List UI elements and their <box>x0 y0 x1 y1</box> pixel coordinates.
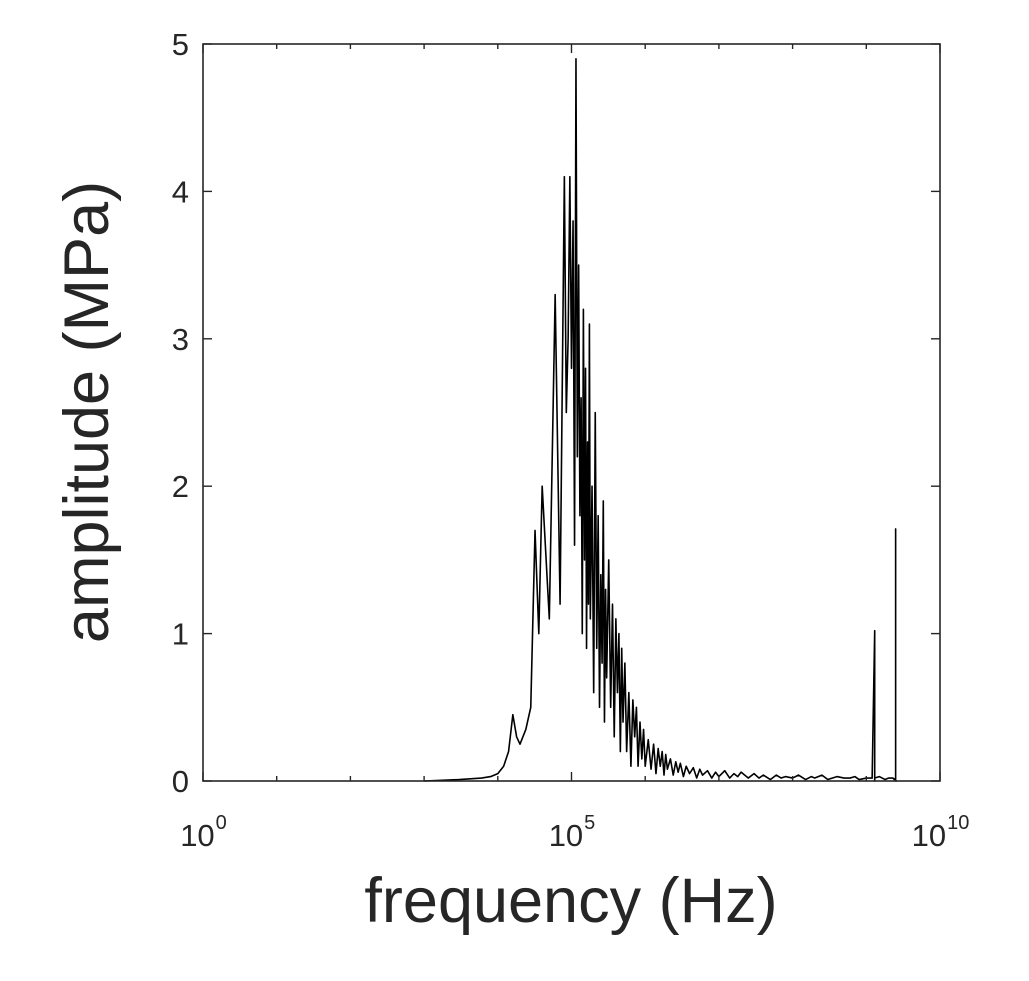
x-tick-label-exponent: 5 <box>584 812 595 834</box>
series-line-layer <box>424 57 897 782</box>
x-tick-label: 10 5 <box>549 812 596 853</box>
x-tick-label-exponent: 0 <box>216 812 227 834</box>
x-axis-label: frequency (Hz) <box>364 866 777 936</box>
x-tick-label: 10 10 <box>912 812 970 853</box>
y-tick-label: 3 <box>172 322 189 357</box>
y-tick-label: 0 <box>172 764 189 799</box>
y-tick-label: 4 <box>172 174 189 209</box>
y-tick-label: 2 <box>172 469 189 504</box>
x-tick-label-base: 10 <box>180 818 214 853</box>
x-tick-labels: 10 0 10 5 10 10 <box>180 812 969 853</box>
tick-marks <box>202 43 941 782</box>
x-tick-label-base: 10 <box>549 818 583 853</box>
series-line-0 <box>424 57 897 782</box>
x-tick-label: 10 0 <box>180 812 227 853</box>
y-axis-label: amplitude (MPa) <box>52 181 122 643</box>
plot-area <box>203 44 940 781</box>
y-tick-label: 1 <box>172 617 189 652</box>
y-tick-label: 5 <box>172 27 189 62</box>
y-tick-labels: 0 1 2 3 4 5 <box>172 27 189 799</box>
x-tick-label-exponent: 10 <box>947 812 969 834</box>
x-tick-label-base: 10 <box>912 818 946 853</box>
